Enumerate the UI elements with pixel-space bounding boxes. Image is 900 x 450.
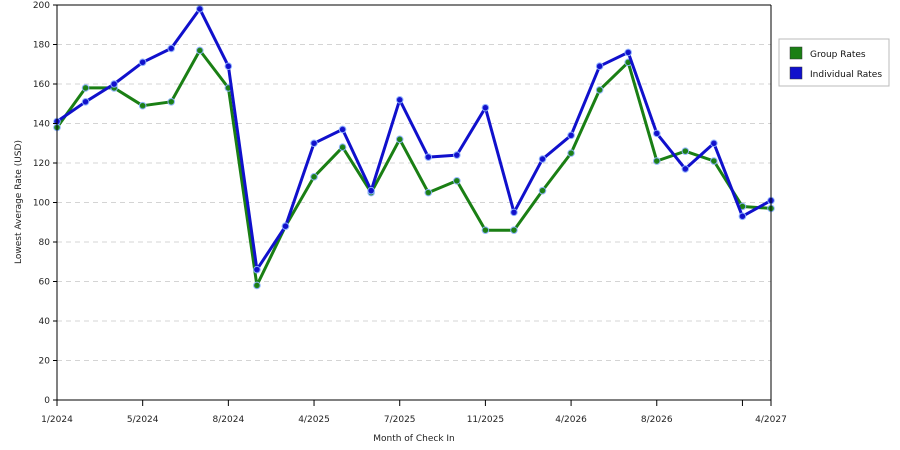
grid-lines: [57, 44, 771, 361]
data-point: [481, 226, 490, 234]
data-point: [167, 44, 176, 53]
y-tick-label: 180: [33, 41, 50, 51]
data-point: [681, 165, 690, 173]
data-point: [595, 62, 604, 71]
data-point: [196, 46, 204, 55]
data-point: [253, 281, 261, 290]
data-point: [710, 139, 718, 148]
x-tick-label: 4/2025: [298, 415, 330, 425]
x-tick-label: 1/2024: [41, 415, 73, 425]
series-layer: [53, 5, 775, 290]
data-point: [224, 62, 233, 71]
y-tick-label: 120: [33, 159, 50, 169]
y-tick-label: 100: [33, 199, 50, 209]
data-point: [538, 186, 547, 195]
data-point: [710, 157, 718, 165]
data-point: [510, 226, 518, 234]
y-tick-label: 20: [39, 357, 51, 367]
legend: Group Rates Individual Rates: [778, 38, 890, 87]
data-point: [652, 157, 661, 165]
legend-swatch: [789, 66, 803, 80]
data-point: [567, 131, 575, 140]
y-tick-label: 80: [39, 238, 51, 248]
y-tick-label: 40: [39, 317, 51, 327]
series-line: [55, 48, 772, 287]
data-point: [281, 222, 290, 230]
data-point: [367, 186, 375, 195]
y-tick-label: 60: [39, 278, 51, 288]
data-point: [481, 103, 490, 112]
y-axis-title: Lowest Average Rate (USD): [14, 140, 24, 264]
data-point: [738, 212, 747, 221]
y-ticks: 0 20 40 60 80 100 120 140 160 180 200: [33, 1, 57, 406]
x-tick-label: 11/2025: [467, 415, 504, 425]
legend-label: Individual Rates: [810, 70, 882, 80]
data-point: [310, 139, 318, 148]
x-tick-label: 5/2024: [127, 415, 159, 425]
data-point: [81, 84, 90, 92]
data-point: [338, 143, 347, 151]
data-point: [138, 58, 147, 67]
series-0: [53, 46, 775, 290]
data-point: [310, 173, 318, 181]
data-point: [453, 151, 461, 159]
legend-swatch: [789, 46, 803, 60]
series-1: [53, 5, 775, 274]
y-tick-label: 200: [33, 1, 50, 11]
data-point: [253, 265, 261, 274]
legend-label: Group Rates: [810, 50, 866, 60]
data-point: [338, 125, 347, 134]
y-tick-label: 0: [44, 396, 50, 406]
data-point: [624, 48, 633, 57]
x-tick-label: 8/2024: [213, 415, 245, 425]
series-line: [56, 7, 772, 272]
data-point: [567, 149, 575, 157]
data-point: [424, 188, 433, 197]
x-axis-title: Month of Check In: [373, 434, 455, 444]
y-tick-label: 160: [33, 80, 50, 90]
data-point: [681, 147, 690, 155]
data-point: [595, 86, 604, 94]
data-point: [110, 80, 118, 88]
x-tick-label: 8/2026: [641, 415, 673, 425]
data-point: [424, 153, 433, 161]
data-point: [395, 135, 404, 144]
data-point: [81, 97, 90, 106]
data-point: [652, 129, 661, 138]
y-tick-label: 140: [33, 120, 50, 130]
x-tick-label: 7/2025: [384, 415, 416, 425]
data-point: [395, 96, 404, 104]
x-ticks: 1/2024 5/2024 8/2024 4/2025 7/2025 11/2025 4/2…: [41, 400, 787, 425]
data-point: [510, 208, 518, 217]
data-point: [538, 155, 547, 163]
x-tick-label: 4/2026: [555, 415, 587, 425]
data-point: [167, 97, 176, 106]
data-point: [453, 176, 461, 185]
data-point: [138, 101, 147, 110]
x-tick-label: 4/2027: [755, 415, 787, 425]
data-point: [196, 5, 204, 13]
